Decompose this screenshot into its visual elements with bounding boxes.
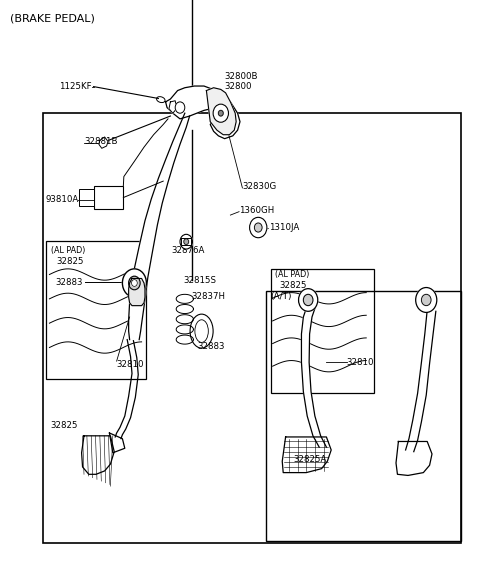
Text: (AL PAD): (AL PAD) bbox=[275, 270, 309, 279]
Circle shape bbox=[416, 288, 437, 312]
Circle shape bbox=[132, 280, 137, 286]
Polygon shape bbox=[166, 86, 240, 139]
Circle shape bbox=[218, 110, 223, 116]
Circle shape bbox=[122, 269, 146, 297]
Circle shape bbox=[303, 294, 313, 306]
Circle shape bbox=[254, 223, 262, 232]
Bar bbox=[46, 241, 146, 379]
Text: 32825A: 32825A bbox=[294, 455, 327, 464]
Circle shape bbox=[180, 234, 192, 249]
Text: 32800: 32800 bbox=[225, 82, 252, 91]
Text: 32876A: 32876A bbox=[172, 246, 205, 255]
Text: (BRAKE PEDAL): (BRAKE PEDAL) bbox=[10, 13, 95, 23]
Polygon shape bbox=[169, 101, 177, 113]
Circle shape bbox=[299, 289, 318, 311]
Text: 93810A: 93810A bbox=[46, 195, 79, 204]
Text: (AL PAD): (AL PAD) bbox=[51, 246, 86, 255]
Text: 32825: 32825 bbox=[56, 257, 84, 266]
Circle shape bbox=[175, 102, 185, 113]
Circle shape bbox=[180, 234, 192, 249]
Circle shape bbox=[250, 217, 267, 238]
Bar bbox=[94, 186, 123, 209]
Circle shape bbox=[254, 223, 262, 232]
Bar bbox=[43, 113, 461, 543]
Text: 32810: 32810 bbox=[347, 358, 374, 367]
Text: 32830G: 32830G bbox=[242, 182, 276, 191]
Circle shape bbox=[132, 280, 137, 286]
Text: 32837H: 32837H bbox=[191, 291, 225, 301]
Bar bbox=[271, 269, 374, 393]
Polygon shape bbox=[282, 437, 331, 473]
Ellipse shape bbox=[190, 314, 213, 348]
Circle shape bbox=[303, 294, 313, 306]
Circle shape bbox=[416, 288, 437, 312]
Circle shape bbox=[122, 269, 146, 297]
Circle shape bbox=[184, 239, 189, 245]
Text: 32825: 32825 bbox=[50, 421, 78, 430]
Polygon shape bbox=[301, 306, 326, 447]
Polygon shape bbox=[82, 436, 114, 474]
Text: 32810: 32810 bbox=[117, 360, 144, 369]
Circle shape bbox=[421, 294, 431, 306]
Text: 1125KF: 1125KF bbox=[59, 82, 92, 91]
Polygon shape bbox=[109, 433, 125, 453]
Circle shape bbox=[129, 276, 140, 290]
Circle shape bbox=[129, 276, 140, 290]
Text: 32881B: 32881B bbox=[84, 137, 118, 146]
Circle shape bbox=[218, 110, 223, 116]
Circle shape bbox=[184, 239, 189, 245]
Circle shape bbox=[299, 289, 318, 311]
Polygon shape bbox=[129, 278, 145, 306]
Circle shape bbox=[213, 104, 228, 122]
Polygon shape bbox=[181, 238, 191, 245]
Text: 32825: 32825 bbox=[279, 281, 307, 290]
Text: 32815S: 32815S bbox=[184, 276, 217, 285]
Polygon shape bbox=[206, 88, 236, 135]
Circle shape bbox=[213, 104, 228, 122]
Circle shape bbox=[175, 102, 185, 113]
Text: 32883: 32883 bbox=[198, 342, 225, 351]
Text: (A/T): (A/T) bbox=[270, 292, 291, 301]
Text: 1310JA: 1310JA bbox=[269, 223, 299, 232]
Bar bbox=[266, 291, 461, 541]
Text: 32883: 32883 bbox=[55, 278, 83, 287]
Polygon shape bbox=[396, 441, 432, 475]
Circle shape bbox=[421, 294, 431, 306]
Ellipse shape bbox=[195, 320, 208, 342]
Text: 32800B: 32800B bbox=[225, 72, 258, 81]
Polygon shape bbox=[99, 137, 108, 148]
Text: 1360GH: 1360GH bbox=[239, 206, 274, 215]
Polygon shape bbox=[129, 113, 190, 340]
Bar bbox=[79, 189, 94, 206]
Circle shape bbox=[250, 217, 267, 238]
